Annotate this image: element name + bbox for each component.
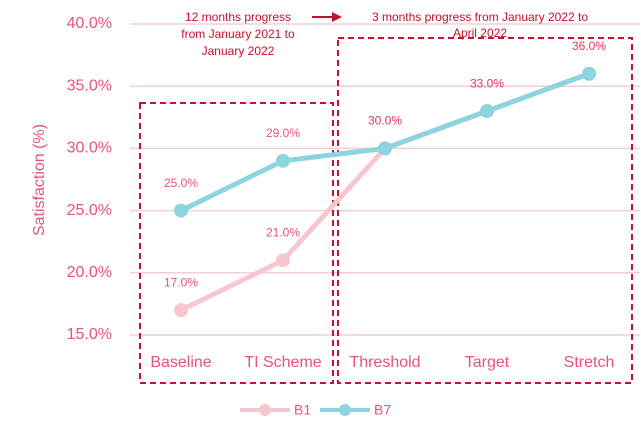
arrow-head	[332, 12, 342, 22]
y-tick-label: 35.0%	[67, 77, 112, 94]
data-label: 36.0%	[572, 39, 606, 53]
point	[174, 203, 188, 218]
y-tick-label: 40.0%	[67, 15, 112, 32]
annotation: April 2022	[453, 26, 507, 40]
x-tick-label: Baseline	[150, 354, 211, 371]
data-label: 21.0%	[266, 226, 300, 240]
data-label: 30.0%	[368, 114, 402, 128]
legend-label: B7	[374, 402, 391, 418]
point	[480, 104, 494, 119]
data-label: 36.0%	[572, 39, 606, 53]
x-tick-label: TI Scheme	[244, 354, 321, 371]
data-label: 30.0%	[368, 114, 402, 128]
data-label: 25.0%	[164, 176, 198, 190]
y-axis-label: Satisfaction (%)	[31, 124, 48, 236]
y-tick-label: 30.0%	[67, 140, 112, 157]
point	[276, 153, 290, 168]
annotation: 12 months progress	[185, 10, 291, 24]
annotation: from January 2021 to	[181, 27, 295, 41]
point	[276, 253, 290, 268]
series-line	[179, 71, 590, 313]
x-tick-label: Target	[465, 354, 510, 371]
data-label: 33.0%	[470, 76, 504, 90]
x-tick-label: Stretch	[564, 354, 615, 371]
point	[174, 303, 188, 318]
annotation: January 2022	[202, 44, 275, 58]
point	[582, 66, 596, 81]
legend-marker	[339, 404, 351, 416]
y-tick-label: 20.0%	[67, 264, 112, 281]
legend-label: B1	[294, 402, 311, 418]
data-label: 17.0%	[164, 275, 198, 289]
y-tick-label: 25.0%	[67, 202, 112, 219]
annotation: 3 months progress from January 2022 to	[372, 10, 588, 24]
data-label: 33.0%	[470, 76, 504, 90]
legend-marker	[259, 404, 271, 416]
y-tick-label: 15.0%	[67, 326, 112, 343]
point	[378, 141, 392, 156]
data-label: 29.0%	[266, 126, 300, 140]
x-tick-label: Threshold	[349, 354, 420, 371]
dashed-box	[337, 37, 633, 384]
dashed-box	[139, 102, 334, 384]
